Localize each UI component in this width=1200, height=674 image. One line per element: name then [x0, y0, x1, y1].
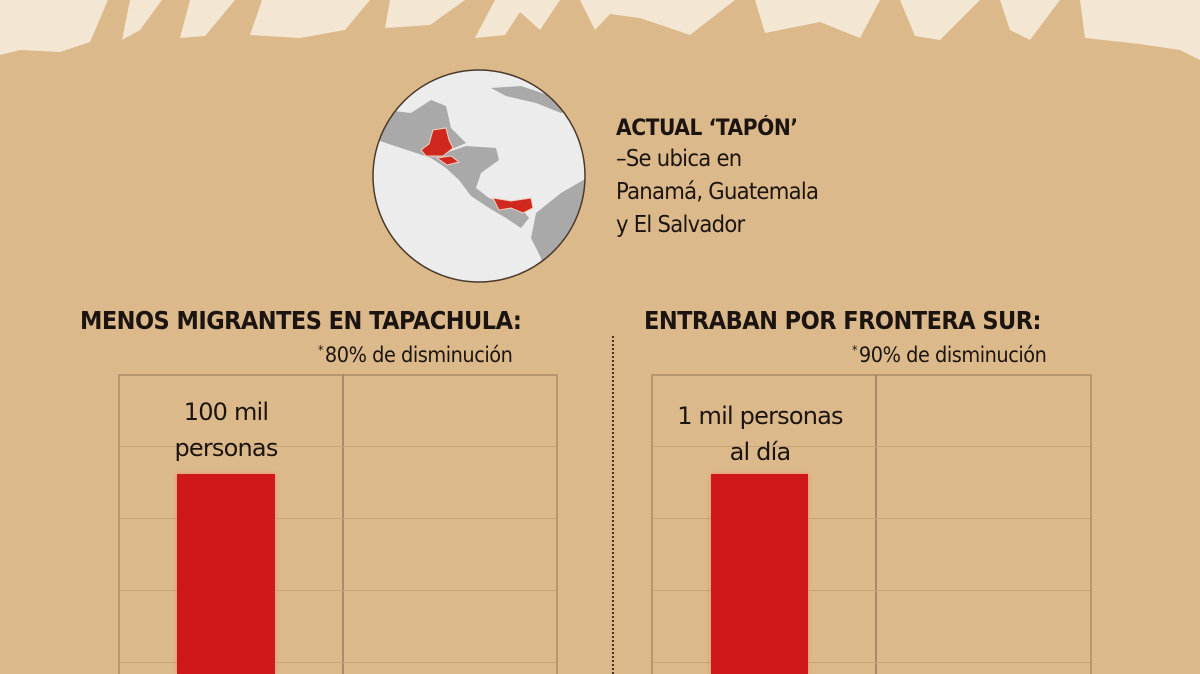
gridline [120, 662, 556, 663]
asterisk-mark: * [318, 343, 324, 357]
gridline [653, 662, 1090, 663]
gridline [120, 446, 556, 447]
right-bar-label: 1 mil personas al día [660, 398, 860, 470]
bar-label-line: personas [174, 434, 278, 462]
right-chart-divider [875, 374, 877, 674]
map-legend: ACTUAL ‘TAPÓN’ –Se ubica en Panamá, Guat… [616, 116, 836, 242]
bar-label-line: 1 mil personas [677, 402, 843, 430]
left-chart-frame [118, 374, 558, 674]
map-legend-line: –Se ubica en [616, 146, 742, 172]
bar-label-line: 100 mil [183, 398, 269, 426]
asterisk-mark: * [852, 343, 858, 357]
gridline [120, 590, 556, 591]
left-chart-bar [177, 474, 275, 674]
central-america-globe-map [372, 69, 586, 283]
right-chart-frame [651, 374, 1092, 674]
gridline [653, 590, 1090, 591]
left-chart-subtitle: *80% de disminución [318, 343, 513, 367]
gridline [653, 518, 1090, 519]
right-chart-note: 90% de disminución [858, 343, 1047, 367]
left-chart-title: MENOS MIGRANTES EN TAPACHULA: [80, 306, 522, 335]
section-divider [612, 336, 614, 674]
bar-label-line: al día [729, 438, 792, 466]
map-legend-line: y El Salvador [616, 212, 745, 238]
gridline [120, 518, 556, 519]
right-chart-subtitle: *90% de disminución [852, 343, 1047, 367]
map-legend-title: ACTUAL ‘TAPÓN’ [616, 116, 798, 141]
panama-highlight [492, 197, 534, 214]
map-legend-line: Panamá, Guatemala [616, 179, 819, 205]
gridline [653, 446, 1090, 447]
left-bar-label: 100 mil personas [126, 394, 326, 466]
left-chart-divider [342, 374, 344, 674]
guatemala-highlight [420, 127, 454, 157]
right-chart-title: ENTRABAN POR FRONTERA SUR: [644, 306, 1042, 335]
right-chart-bar [711, 474, 808, 674]
left-chart-note: 80% de disminución [324, 343, 513, 367]
crowd-silhouette-illustration [0, 0, 1200, 110]
el-salvador-highlight [435, 155, 461, 166]
